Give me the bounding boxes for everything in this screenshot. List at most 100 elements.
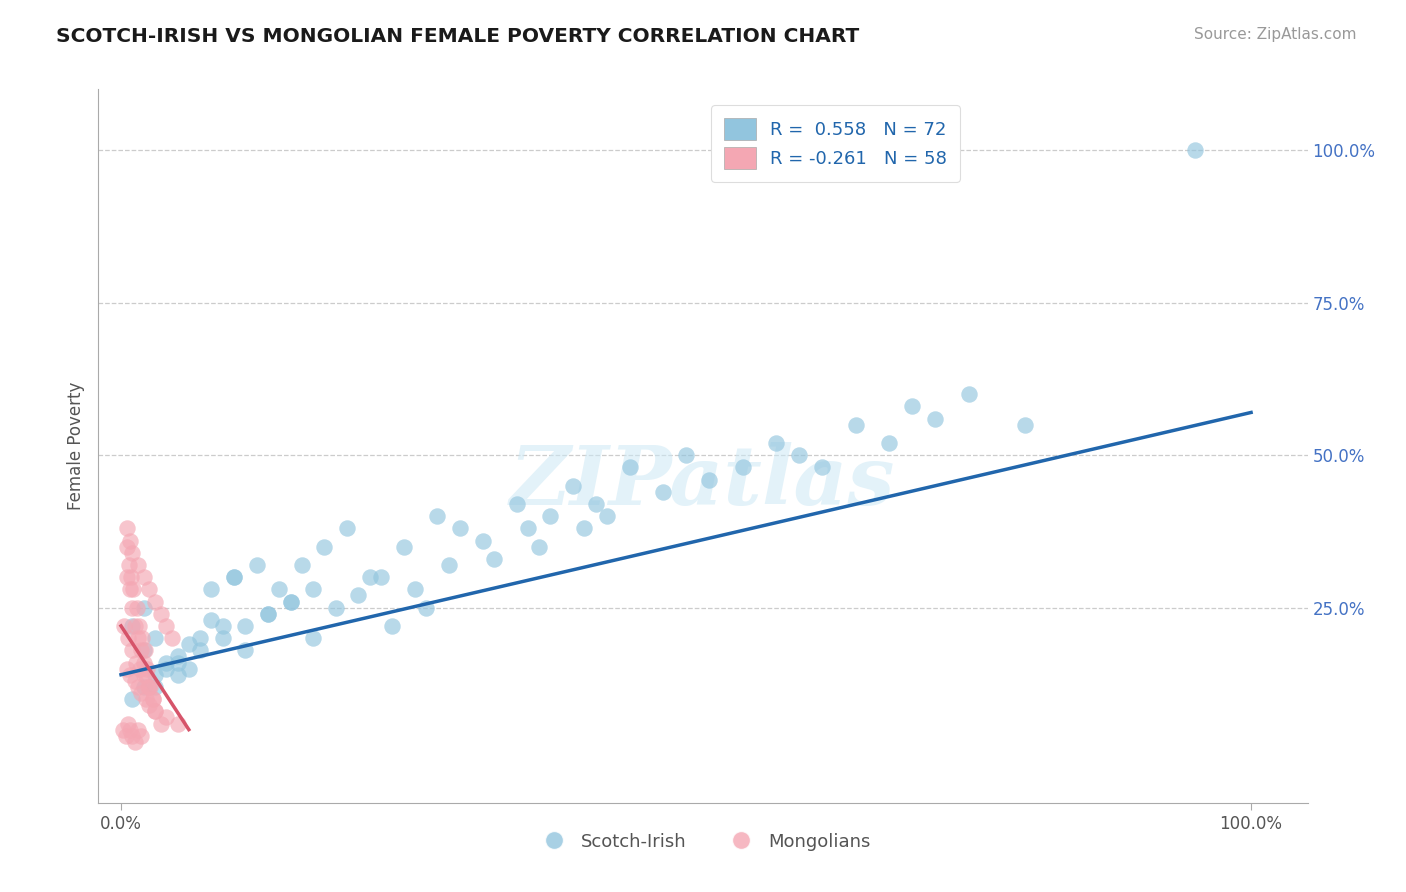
- Point: [115, 570, 138, 584]
- Point: [901, 400, 924, 414]
- Point: [117, 631, 139, 645]
- Point: [302, 631, 325, 645]
- Point: [117, 716, 139, 731]
- Point: [302, 582, 325, 597]
- Point: [136, 680, 159, 694]
- Point: [336, 521, 359, 535]
- Point: [291, 558, 314, 572]
- Point: [177, 637, 200, 651]
- Point: [516, 521, 538, 535]
- Point: [127, 680, 149, 694]
- Point: [138, 698, 160, 713]
- Point: [1184, 143, 1206, 157]
- Point: [280, 594, 302, 608]
- Point: [138, 680, 160, 694]
- Point: [149, 607, 172, 621]
- Point: [131, 631, 153, 645]
- Legend: Scotch-Irish, Mongolians: Scotch-Irish, Mongolians: [529, 826, 877, 858]
- Point: [482, 551, 505, 566]
- Point: [437, 558, 460, 572]
- Point: [125, 656, 148, 670]
- Point: [135, 692, 157, 706]
- Point: [121, 619, 143, 633]
- Point: [166, 649, 188, 664]
- Point: [280, 594, 302, 608]
- Point: [370, 570, 392, 584]
- Text: SCOTCH-IRISH VS MONGOLIAN FEMALE POVERTY CORRELATION CHART: SCOTCH-IRISH VS MONGOLIAN FEMALE POVERTY…: [56, 27, 859, 45]
- Point: [246, 558, 269, 572]
- Point: [200, 613, 222, 627]
- Point: [143, 704, 166, 718]
- Point: [143, 704, 166, 718]
- Point: [143, 667, 166, 681]
- Point: [132, 600, 155, 615]
- Text: ZIPatlas: ZIPatlas: [510, 442, 896, 522]
- Point: [359, 570, 381, 584]
- Point: [124, 619, 146, 633]
- Point: [188, 643, 211, 657]
- Point: [160, 631, 183, 645]
- Point: [124, 735, 146, 749]
- Point: [347, 589, 370, 603]
- Point: [139, 680, 162, 694]
- Point: [155, 619, 177, 633]
- Point: [787, 448, 810, 462]
- Point: [122, 582, 145, 597]
- Point: [879, 436, 901, 450]
- Point: [132, 643, 155, 657]
- Point: [121, 600, 143, 615]
- Point: [1014, 417, 1036, 432]
- Point: [200, 582, 222, 597]
- Point: [120, 533, 142, 548]
- Point: [132, 667, 155, 681]
- Point: [138, 582, 160, 597]
- Point: [924, 411, 946, 425]
- Point: [269, 582, 291, 597]
- Point: [127, 631, 149, 645]
- Point: [652, 484, 675, 499]
- Point: [112, 619, 135, 633]
- Point: [177, 662, 200, 676]
- Point: [136, 662, 159, 676]
- Point: [166, 656, 188, 670]
- Point: [211, 619, 233, 633]
- Point: [155, 662, 177, 676]
- Point: [731, 460, 754, 475]
- Point: [166, 667, 188, 681]
- Point: [127, 558, 149, 572]
- Point: [134, 643, 156, 657]
- Point: [143, 680, 166, 694]
- Y-axis label: Female Poverty: Female Poverty: [66, 382, 84, 510]
- Point: [188, 631, 211, 645]
- Point: [114, 729, 136, 743]
- Point: [233, 643, 256, 657]
- Point: [415, 600, 437, 615]
- Point: [115, 662, 138, 676]
- Point: [619, 460, 641, 475]
- Point: [574, 521, 596, 535]
- Point: [404, 582, 426, 597]
- Point: [121, 546, 143, 560]
- Point: [765, 436, 787, 450]
- Point: [596, 509, 619, 524]
- Point: [129, 662, 152, 676]
- Point: [957, 387, 980, 401]
- Point: [120, 667, 142, 681]
- Point: [121, 692, 143, 706]
- Point: [527, 540, 550, 554]
- Point: [115, 540, 138, 554]
- Point: [125, 600, 148, 615]
- Point: [471, 533, 494, 548]
- Point: [118, 558, 141, 572]
- Point: [314, 540, 336, 554]
- Point: [131, 729, 153, 743]
- Point: [155, 656, 177, 670]
- Point: [131, 686, 153, 700]
- Point: [426, 509, 449, 524]
- Point: [115, 521, 138, 535]
- Point: [211, 631, 233, 645]
- Point: [128, 619, 150, 633]
- Point: [449, 521, 471, 535]
- Point: [132, 680, 155, 694]
- Point: [257, 607, 280, 621]
